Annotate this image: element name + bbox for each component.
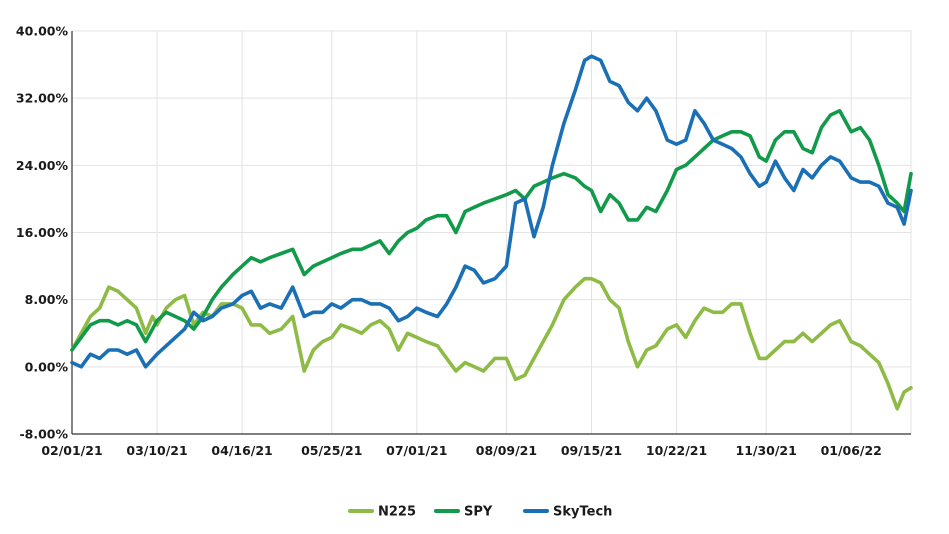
y-tick-label: 24.00% [16,158,69,173]
y-tick-label: 40.00% [16,24,69,39]
x-tick-label: 11/30/21 [736,443,797,458]
x-tick-label: 05/25/21 [301,443,362,458]
x-tick-label: 10/22/21 [646,443,707,458]
series-line-skytech [70,54,913,369]
legend: N225 SPY SkyTech [348,505,612,520]
y-tick-label: 8.00% [25,292,69,307]
axes [71,31,911,435]
y-tick-label: 16.00% [16,225,69,240]
x-tick-label: 08/09/21 [476,443,537,458]
legend-label-skytech: SkyTech [553,505,612,520]
x-axis-tick-labels: 02/01/21 03/10/21 04/16/21 05/25/21 07/01/21… [41,443,882,458]
legend-label-n225: N225 [378,505,416,520]
x-tick-label: 02/01/21 [41,443,102,458]
grid [71,30,912,435]
series-line-n225 [70,276,913,411]
x-tick-label: 04/16/21 [211,443,272,458]
legend-label-spy: SPY [464,505,493,520]
x-tick-label: 07/01/21 [386,443,447,458]
y-tick-label: 32.00% [16,91,69,106]
y-tick-label: -8.00% [19,427,68,442]
series-lines [70,54,913,411]
y-axis-tick-labels: 40.00% 32.00% 24.00% 16.00% 8.00% 0.00% -8.00% [16,24,69,442]
x-tick-label: 01/06/22 [821,443,882,458]
series-line-spy [70,109,913,352]
x-tick-label: 09/15/21 [561,443,622,458]
y-tick-label: 0.00% [25,359,69,374]
x-tick-label: 03/10/21 [126,443,187,458]
